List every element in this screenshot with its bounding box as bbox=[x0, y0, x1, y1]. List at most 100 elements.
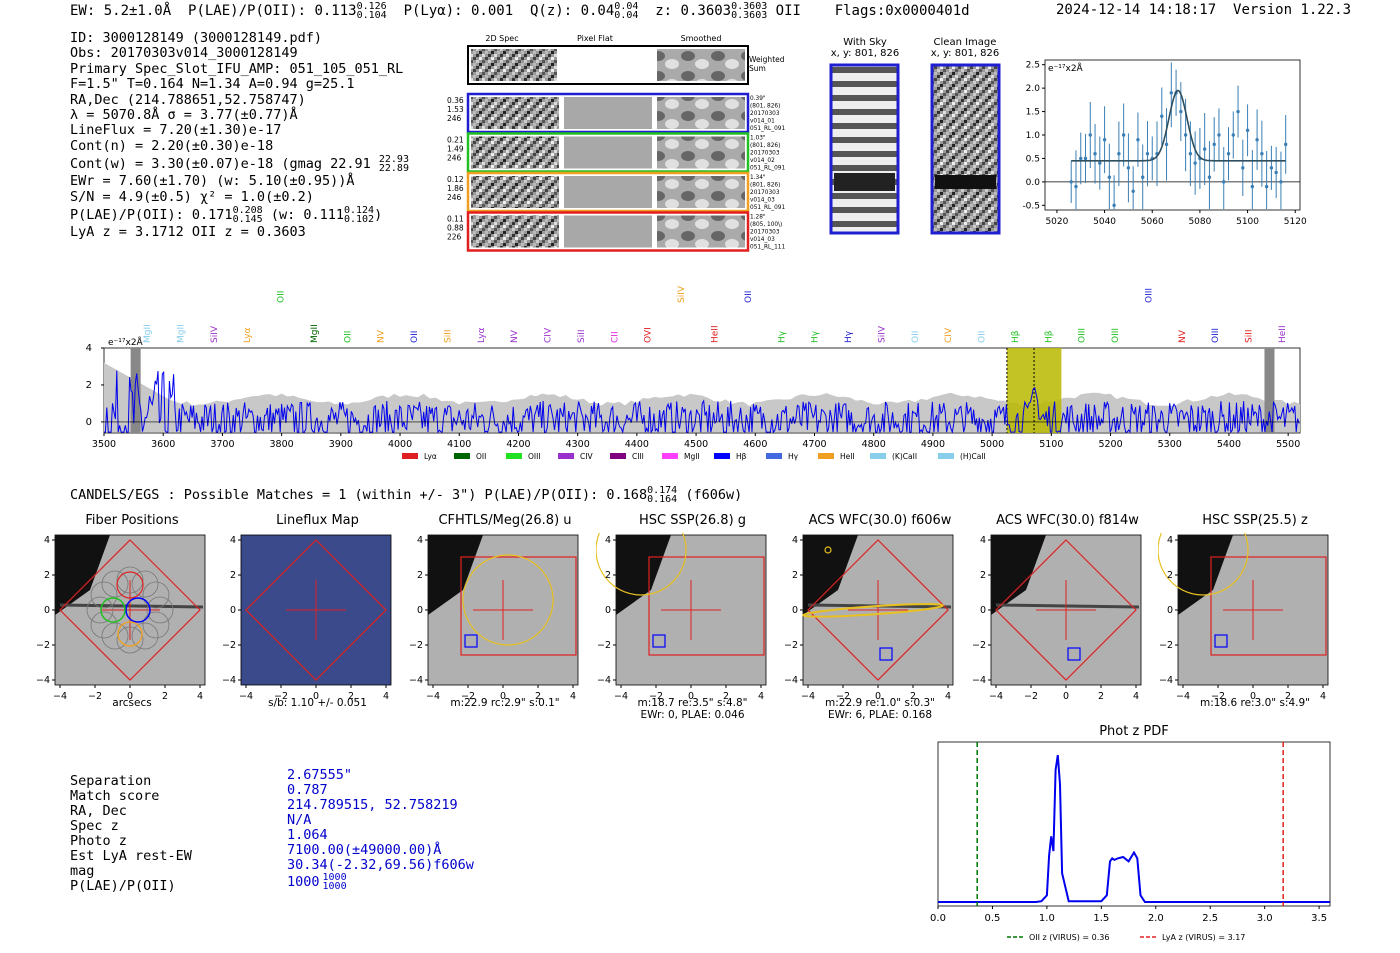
cutout-ytick-label: −4 bbox=[971, 675, 985, 686]
match-key: Spec z bbox=[70, 818, 119, 834]
spectrum-masked-region bbox=[130, 348, 141, 433]
cutout-ytick-label: 0 bbox=[417, 605, 423, 616]
match-value: N/A bbox=[287, 813, 474, 828]
info-id: ID: 3000128149 (3000128149.pdf) bbox=[70, 30, 322, 46]
cutout-ytick-label: 4 bbox=[792, 535, 798, 546]
cutout-xtick-label: −4 bbox=[801, 691, 815, 702]
spectrum-xtick-label: 3900 bbox=[329, 439, 353, 450]
info-plae-hi: 0.208 bbox=[232, 205, 263, 217]
photz-legend-label: OII z (VIRUS) = 0.36 bbox=[1029, 933, 1109, 942]
spectrum-line-label: NV bbox=[1178, 329, 1188, 343]
cutout-ytick-label: −2 bbox=[1159, 640, 1173, 651]
spectrum-xtick-label: 5400 bbox=[1217, 439, 1241, 450]
twod-col-title-0: 2D Spec bbox=[485, 34, 518, 43]
spectrum-line-label: Hγ bbox=[811, 330, 821, 343]
spectrum-ylabel: e⁻¹⁷x2Å bbox=[108, 336, 144, 348]
match-value: 1000 1000 1000 bbox=[287, 872, 474, 892]
spectrum-line-label: OVI bbox=[644, 327, 654, 343]
cutout-bright-source bbox=[803, 535, 858, 615]
twod-row-left-label: 246 bbox=[447, 114, 462, 123]
weighted-sum-label-2: Sum bbox=[749, 64, 766, 73]
cutout-ytick-label: −2 bbox=[36, 640, 50, 651]
fiber-circle bbox=[131, 570, 159, 598]
candels-summary: CANDELS/EGS : Possible Matches = 1 (with… bbox=[70, 486, 742, 505]
twod-row-smoothed bbox=[657, 97, 745, 129]
cutout-ytick-label: −2 bbox=[221, 640, 235, 651]
cutout-title: HSC SSP(26.8) g bbox=[638, 513, 747, 528]
photz-pdf-plot: 0.0 0.5 1.0 1.5 2.0 2.5 3.0 3.5 OII z (VIRUS) = … bbox=[930, 741, 1331, 942]
info-ewr: EWr = 7.60(±1.70) (w: 5.10(±0.95))Å bbox=[70, 173, 355, 190]
match-value: 214.789515, 52.758219 bbox=[287, 798, 474, 813]
header-version: Version 1.22.3 bbox=[1233, 2, 1352, 18]
fiber-circle-blue bbox=[125, 597, 151, 623]
line-fit-point bbox=[1226, 152, 1231, 156]
spectrum-xtick-label: 4700 bbox=[802, 439, 826, 450]
info-radec: RA,Dec (214.788651,52.758747) bbox=[70, 91, 306, 108]
cutout-ytick-label: −2 bbox=[409, 640, 423, 651]
cutout-caption: arcsecs bbox=[112, 697, 152, 709]
cutout-ytick-label: −4 bbox=[596, 675, 610, 686]
match-value-text: 1000 bbox=[287, 874, 320, 890]
fiber-circle-green bbox=[100, 597, 126, 623]
cutout-ytick-label: −4 bbox=[784, 675, 798, 686]
twod-row-left-label: 246 bbox=[447, 154, 462, 163]
cutout-catalog-ellipse bbox=[1158, 533, 1249, 596]
info-lya: LyA z = 3.1712 OII z = 0.3603 bbox=[70, 224, 306, 241]
spectrum-xtick-label: 3700 bbox=[210, 439, 234, 450]
line-fit-ytick-label: 1.0 bbox=[1026, 131, 1041, 141]
header-qz-lo: 0.04 bbox=[614, 10, 639, 21]
cutout-panel: 4 2 0 −2 −4−4 −2 0 2 4 bbox=[221, 534, 391, 702]
spectrum-xtick-label: 4300 bbox=[566, 439, 590, 450]
line-fit-xticks: 5020 5040 5060 5080 5100 5120 bbox=[1045, 210, 1307, 227]
cutout-xtick-label: −4 bbox=[53, 691, 67, 702]
cutout-catalog-ellipse bbox=[595, 533, 687, 596]
cutout-caption: EWr: 6, PLAE: 0.168 bbox=[827, 709, 933, 721]
sky-panels bbox=[829, 63, 1001, 235]
match-plae-lo: 1000 bbox=[322, 881, 347, 892]
cutout-ifu-footprint bbox=[460, 556, 577, 656]
line-fit-ytick-label: 1.5 bbox=[1026, 108, 1040, 118]
fiber-circle bbox=[142, 611, 170, 639]
fiber-circle-orange bbox=[117, 621, 143, 647]
twod-row-left-label: 1.86 bbox=[447, 184, 464, 193]
cutout-xtick-label: 0 bbox=[1250, 691, 1256, 702]
header-z: z: 0.3603 bbox=[655, 3, 732, 19]
spectrum-line-label: Hβ bbox=[1011, 330, 1021, 343]
twod-row-right-label: v014_02 bbox=[750, 158, 775, 164]
header-plae: P(LAE)/P(OII): 0.113 bbox=[188, 3, 357, 19]
spectrum-body bbox=[104, 348, 1300, 434]
line-fit-xtick-label: 5080 bbox=[1188, 217, 1211, 227]
cutout-ytick-label: 4 bbox=[604, 535, 610, 546]
cutout-xtick-label: −4 bbox=[1176, 691, 1190, 702]
cutout-ytick-label: 0 bbox=[979, 605, 985, 616]
twod-spec-panel: 2D Spec Pixel Flat Smoothed Weighted Sum… bbox=[447, 34, 785, 252]
with-sky-title: With Sky x, y: 801, 826 bbox=[820, 37, 910, 59]
twod-row-right-label: 20170303 bbox=[750, 190, 780, 196]
header-qz-hi: 0.04 bbox=[614, 1, 639, 12]
line-fit-point bbox=[1241, 166, 1245, 170]
line-fit-point bbox=[1131, 189, 1135, 193]
match-key: Separation bbox=[70, 773, 152, 789]
line-fit-point bbox=[1188, 152, 1193, 156]
with-sky-image bbox=[829, 63, 900, 235]
cutout-xtick-label: −2 bbox=[1023, 691, 1037, 702]
line-fit-ytick-label: 0.0 bbox=[1026, 178, 1041, 188]
match-plae-hi: 1000 bbox=[322, 872, 347, 883]
fiber-circle bbox=[86, 596, 114, 624]
line-fit-data bbox=[1045, 62, 1300, 210]
spectrum-xtick-label: 5200 bbox=[1098, 439, 1122, 450]
spectrum-line-label: Hγ bbox=[844, 330, 854, 343]
cutout-xtick-label: 2 bbox=[1285, 691, 1291, 702]
match-keys: Separation Match score RA, Dec Spec z Photo … bbox=[70, 774, 192, 894]
twod-row-right-label: 20170303 bbox=[750, 151, 780, 157]
photz-xtick-label: 2.5 bbox=[1202, 913, 1218, 924]
line-fit-point bbox=[1250, 184, 1255, 189]
info-lambda: λ = 5070.8Å σ = 3.77(±0.77)Å bbox=[70, 107, 298, 124]
twod-row-right-label: 051_RL_091 bbox=[750, 166, 785, 172]
cutout-aperture-box bbox=[879, 647, 893, 661]
match-value-text: 30.34(-2.32,69.56)f606w bbox=[287, 857, 474, 873]
cutout-xtick-label: −2 bbox=[1211, 691, 1225, 702]
line-fit-point bbox=[1169, 91, 1174, 95]
